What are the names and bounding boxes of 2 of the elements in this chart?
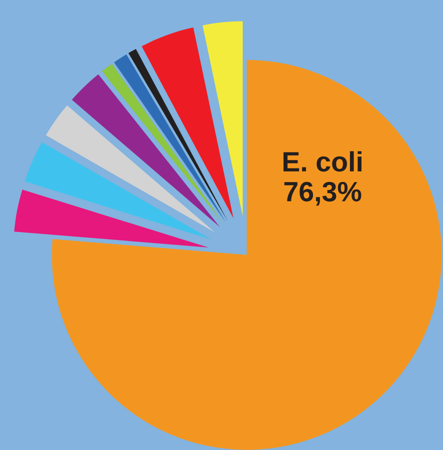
- slice-label: E. coli: [284, 151, 362, 172]
- data-label: 76,3%: [284, 182, 362, 206]
